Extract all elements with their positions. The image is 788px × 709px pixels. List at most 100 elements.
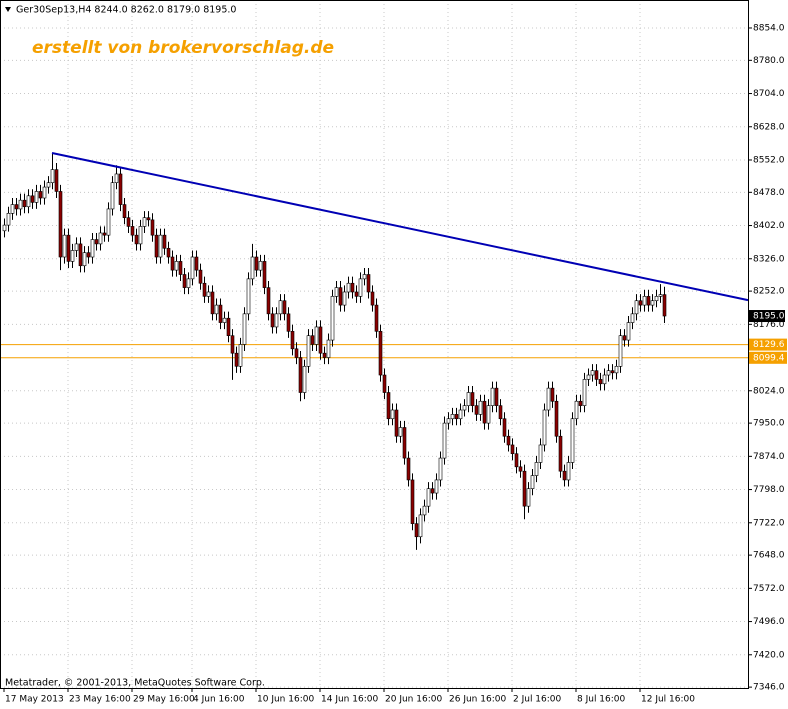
candle-body [274,313,279,328]
candle-body [26,195,31,208]
x-tick-label: 12 Jul 16:00 [641,695,695,705]
candle-body [98,232,103,245]
x-tick-label: 14 Jun 16:00 [321,695,378,705]
candle-body [302,365,307,393]
dropdown-icon [5,7,11,12]
level-marker [749,351,787,364]
candle-body [310,335,315,345]
x-tick-label: 23 May 16:00 [69,695,131,705]
candle-body [522,470,527,507]
candle-body [42,186,47,199]
candle-body [262,261,267,288]
candle-body [138,226,143,245]
candle-body [554,400,559,437]
candle-body [290,331,295,350]
watermark: erstellt von brokervorschlag.de [32,38,334,58]
current-price-label: 8195.0 [753,312,785,322]
candle-body [498,405,503,420]
candle-body [422,505,427,516]
y-tick-label: 7648.0 [753,551,785,561]
candle-body [90,239,95,258]
candle-body [146,217,151,221]
candle-body [282,300,287,315]
x-tick-label: 29 May 16:00 [133,695,195,705]
candle-body [366,274,371,293]
candle-body [186,278,191,288]
candle-body [534,462,539,476]
y-tick-label: 7874.0 [753,452,785,462]
header: Ger30Sep13,H4 8244.0 8262.0 8179.0 8195.… [16,5,236,16]
candle-body [350,282,355,293]
candle-body [230,335,235,354]
y-tick-label: 7346.0 [753,683,785,693]
candle-body [106,208,111,236]
candle-body [402,427,407,459]
candle-body [318,326,323,354]
candle-body [614,365,619,374]
candle-body [506,435,511,446]
candle-body [278,300,283,315]
candle-body [510,444,515,455]
candle-body [326,339,331,358]
level-label: 8129.6 [753,340,785,350]
candle-body [446,418,451,424]
y-tick-label: 8780.0 [753,56,785,66]
candle-body [414,523,419,538]
candle-body [322,352,327,358]
candle-body [470,392,475,406]
candle-body [558,435,563,472]
candle-body [130,226,135,236]
candle-body [2,224,7,232]
candle-body [478,400,483,415]
x-tick-label: 17 May 2013 [5,695,64,705]
candle-body [538,444,543,463]
candle-body [298,357,303,393]
candle-body [358,278,363,297]
candle-body [18,199,23,210]
candle-body [622,335,627,341]
candle-body [418,514,423,538]
candle-body [542,409,547,446]
candle-body [654,296,659,302]
candle-body [102,232,107,236]
candle-body [250,256,255,280]
y-tick-label: 8552.0 [753,155,785,165]
candle-body [178,261,183,275]
y-tick-label: 8854.0 [753,23,785,33]
candle-body [78,243,83,267]
candle-body [158,234,163,258]
candle-body [118,173,123,205]
y-tick-label: 8024.0 [753,386,785,396]
y-tick-label: 7950.0 [753,419,785,429]
candle-body [466,392,471,406]
candle-body [338,287,343,306]
candle-body [390,409,395,420]
candle-body [354,291,359,297]
candle-body [574,400,579,420]
y-tick-label: 8326.0 [753,254,785,264]
y-tick-label: 7722.0 [753,518,785,528]
candle-body [86,252,91,258]
candle-body [362,274,367,280]
candle-body [570,418,575,463]
candle-body [610,370,615,374]
candle-body [210,291,215,315]
candle-body [30,195,35,203]
candle-body [38,191,43,199]
candle-body [566,462,571,481]
candle-body [226,317,231,336]
y-tick-label: 8176.0 [753,320,785,330]
y-tick-label: 7420.0 [753,650,785,660]
candle-body [346,282,351,293]
candle-body [334,287,339,297]
candle-body [342,291,347,306]
candle-body [82,252,87,267]
candle-body [550,387,555,402]
candle-body [630,313,635,323]
candle-body [198,269,203,284]
candle-body [578,400,583,406]
candle-body [134,234,139,245]
candle-body [266,287,271,315]
candle-body [162,234,167,249]
